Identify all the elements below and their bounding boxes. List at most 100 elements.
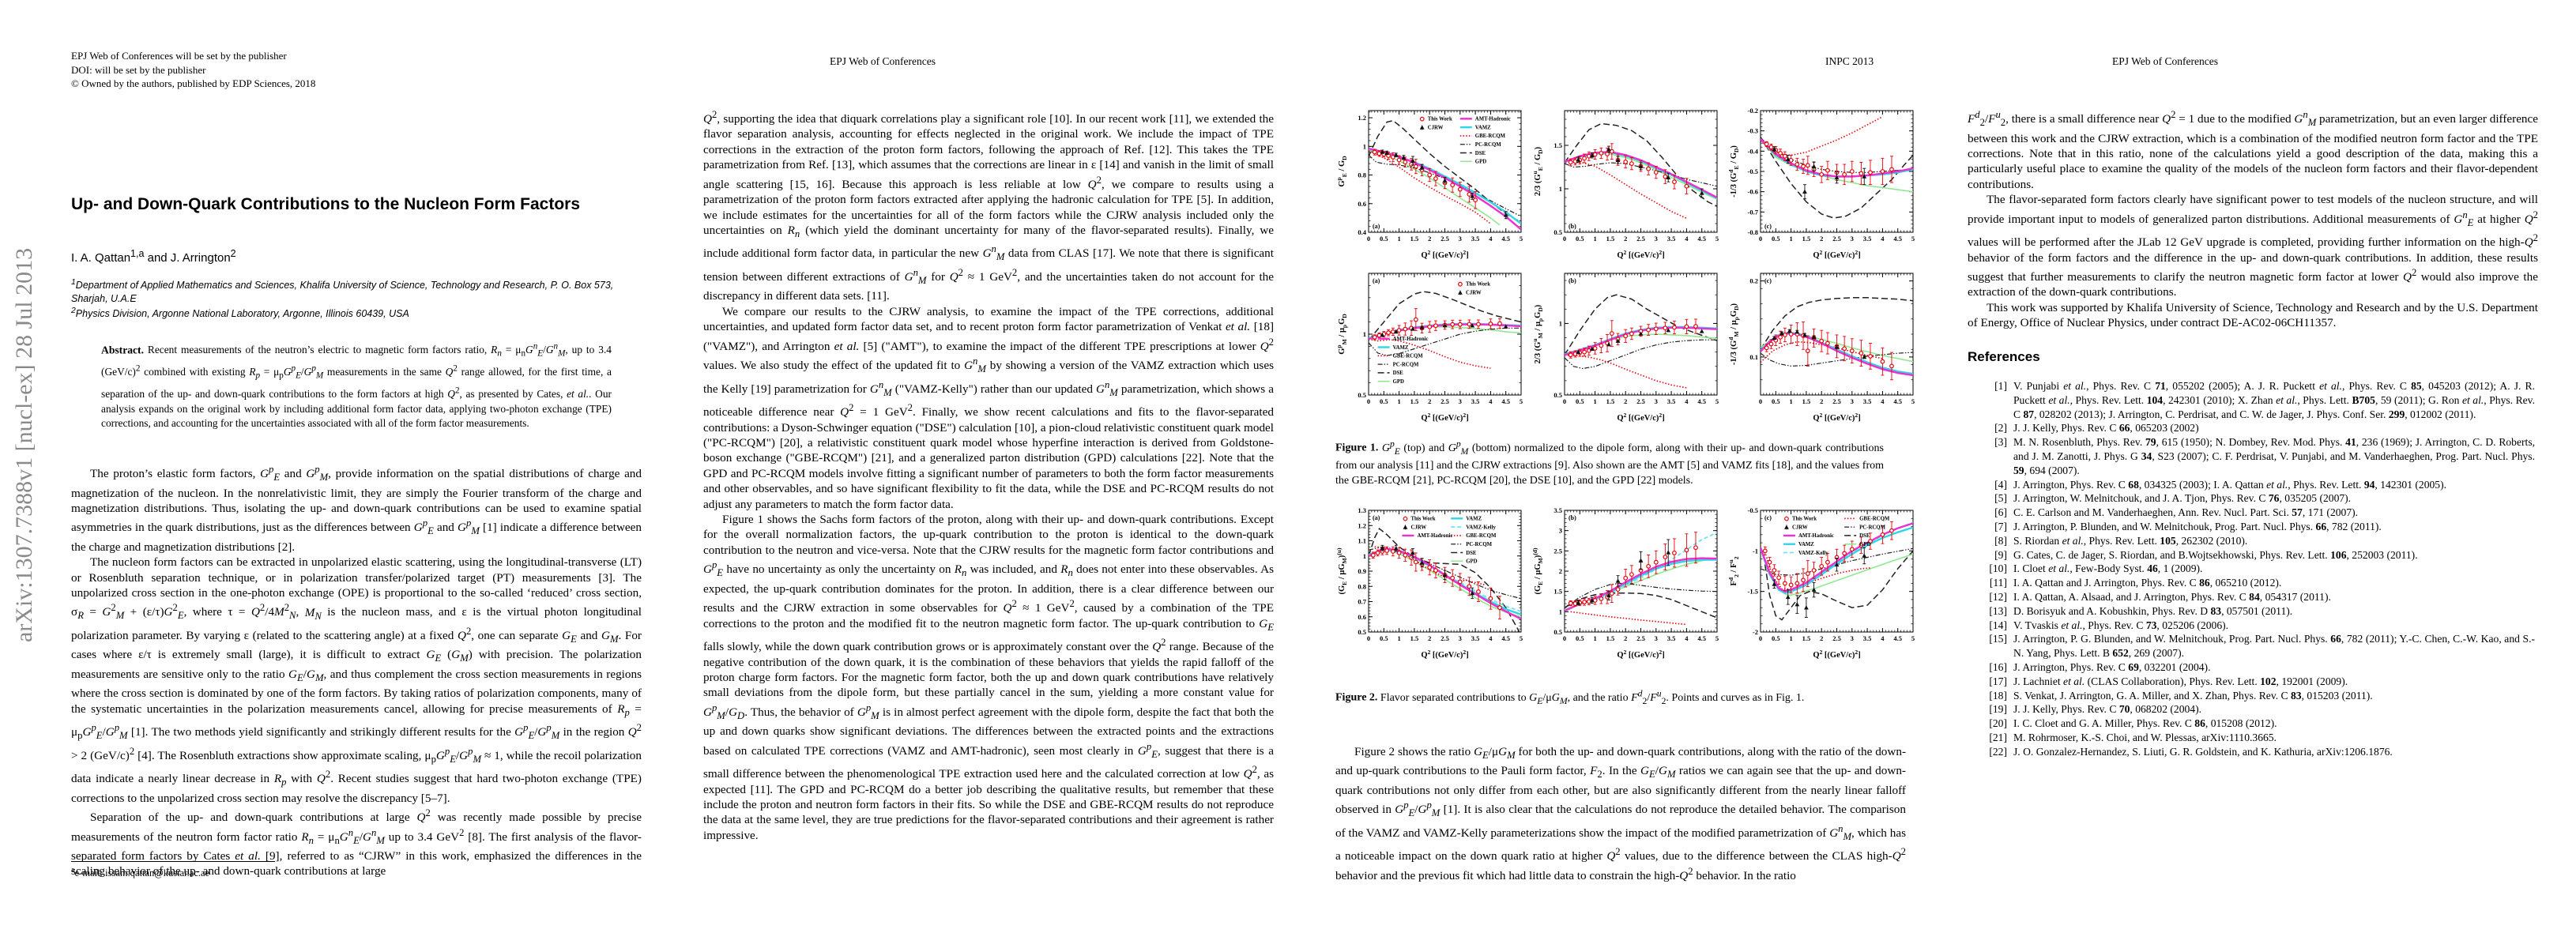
page-2: EPJ Web of Conferences Q2, supporting th… [676, 0, 1308, 948]
svg-text:3.5: 3.5 [1667, 397, 1676, 405]
reference-text: I. A. Qattan and J. Arrington, Phys. Rev… [2013, 577, 2282, 589]
paragraph: The flavor-separated form factors clearl… [1968, 193, 2538, 299]
reference-text: I. Cloet et al., Few-Body Syst. 46, 1 (2… [2013, 562, 2203, 575]
reference-item: [17] J. Lachniet et al. (CLAS Collaborati… [1977, 675, 2535, 689]
svg-text:(b): (b) [1569, 277, 1576, 284]
publisher-line: © Owned by the authors, published by EDP… [71, 77, 316, 89]
figure-1-caption: Figure 1. GpE (top) and GpM (bottom) nor… [1335, 438, 1884, 487]
paragraph: The proton’s elastic form factors, GpE a… [71, 464, 642, 554]
svg-text:3.5: 3.5 [1863, 634, 1872, 642]
paragraph: Q2, supporting the idea that diquark cor… [703, 109, 1275, 303]
svg-text:2.5: 2.5 [1832, 397, 1841, 405]
references-heading: References [1968, 349, 2040, 364]
svg-text:5: 5 [1715, 235, 1719, 243]
svg-text:3: 3 [1459, 397, 1462, 405]
svg-text:0: 0 [1563, 235, 1566, 243]
footnote-rule [71, 861, 275, 862]
references-list: [1] V. Punjabi et al., Phys. Rev. C 71, 0… [1977, 379, 2535, 759]
svg-text:GPD: GPD [1393, 379, 1404, 385]
svg-text:5: 5 [1911, 235, 1915, 243]
svg-text:0.5: 0.5 [1576, 397, 1584, 405]
svg-text:4: 4 [1489, 634, 1493, 642]
svg-text:VAMZ: VAMZ [1393, 345, 1409, 351]
reference-text: J. J. Kelly, Phys. Rev. C 70, 068202 (20… [2013, 703, 2202, 716]
svg-text:3: 3 [1851, 634, 1854, 642]
reference-number: [5] [1994, 492, 2007, 505]
reference-number: [21] [1989, 731, 2007, 743]
svg-text:5: 5 [1520, 235, 1523, 243]
svg-text:2/3 (GuM / μpGD): 2/3 (GuM / μpGD) [1531, 304, 1544, 363]
svg-text:0: 0 [1563, 634, 1566, 642]
svg-text:3: 3 [1559, 527, 1562, 535]
svg-text:(c): (c) [1764, 277, 1772, 284]
svg-text:(GE / μGM)(d): (GE / μGM)(d) [1531, 547, 1544, 594]
svg-text:1.5: 1.5 [1554, 141, 1562, 149]
svg-text:2.5: 2.5 [1832, 634, 1841, 642]
svg-text:0.5: 0.5 [1380, 397, 1388, 405]
svg-text:0.5: 0.5 [1772, 634, 1780, 642]
running-head: EPJ Web of Conferences [830, 55, 936, 67]
plot-panel-b: 0 0.5 1 1.5 2 2.5 3 3.5 4 4.5 50.512/3 (GuM / μpGD… [1531, 273, 1719, 423]
svg-text:0: 0 [1759, 235, 1762, 243]
plot-panel-c: 0 0.5 1 1.5 2 2.5 3 3.5 4 4.5 5 -0.5 -1 -1.5 -2 Fd2 / F… [1727, 506, 1915, 660]
figure-2-caption: Figure 2. Flavor separated contributions… [1335, 688, 1805, 706]
reference-item: [15] J. Arrington, P. G. Blunden, and W. … [1977, 632, 2535, 660]
publisher-header: EPJ Web of Conferences will be set by th… [71, 49, 315, 91]
svg-text:2: 2 [1624, 397, 1627, 405]
svg-text:3.5: 3.5 [1471, 397, 1480, 405]
svg-text:2.5: 2.5 [1441, 397, 1449, 405]
svg-text:0: 0 [1367, 397, 1370, 405]
reference-text: J. Arrington, Phys. Rev. C 68, 034325 (2… [2013, 478, 2447, 491]
svg-text:PC-RCQM: PC-RCQM [1466, 542, 1492, 547]
reference-item: [11] I. A. Qattan and J. Arrington, Phys.… [1977, 576, 2535, 590]
svg-text:-0.2: -0.2 [1748, 107, 1758, 115]
reference-item: [21] M. Rohrmoser, K.-S. Choi, and W. Ple… [1977, 731, 2535, 745]
svg-text:4: 4 [1881, 235, 1885, 243]
paragraph: The nucleon form factors can be extracte… [71, 555, 642, 805]
abstract: Abstract. Recent measurements of the neu… [101, 340, 612, 431]
paper-title: Up- and Down-Quark Contributions to the … [71, 195, 580, 213]
svg-text:1: 1 [1363, 142, 1366, 150]
svg-text:1.2: 1.2 [1358, 521, 1366, 529]
paragraph: Figure 2 shows the ratio GE/μGM for both… [1335, 745, 1907, 882]
reference-text: G. Cates, C. de Jager, S. Riordan, and B… [2013, 548, 2418, 561]
reference-item: [12] I. A. Qattan, A. Alsaad, and J. Arri… [1977, 590, 2535, 604]
figure-2-label: Figure 2. [1335, 691, 1378, 704]
figure-2: 0 0.5 1 1.5 2 2.5 3 3.5 4 4.5 5 0.5 0.6 0.7 0.8 0.9 1 1.1… [1335, 506, 1917, 668]
svg-text:4.5: 4.5 [1893, 634, 1902, 642]
svg-text:2: 2 [1820, 235, 1823, 243]
svg-text:(a): (a) [1373, 277, 1380, 284]
svg-text:CJRW: CJRW [1792, 525, 1808, 530]
svg-text:1.5: 1.5 [1802, 397, 1811, 405]
reference-item: [6] C. E. Carlson and M. Vanderhaeghen, A… [1977, 506, 2535, 520]
plot-panel-a: 0 0.5 1 1.5 2 2.5 3 3.5 4 4.5 50.50.60.70.80.911.1… [1335, 506, 1523, 660]
svg-text:2.5: 2.5 [1636, 235, 1645, 243]
reference-item: [14] V. Tvaskis et al., Phys. Rev. C 73, … [1977, 619, 2535, 633]
svg-text:0.8: 0.8 [1358, 171, 1366, 179]
reference-text: M. N. Rosenbluth, Phys. Rev. 79, 615 (19… [2013, 436, 2536, 476]
authors: I. A. Qattan1,a and J. Arrington2 [71, 248, 236, 265]
svg-text:-0.8: -0.8 [1748, 228, 1758, 236]
svg-text:Q2 [(GeV/c)2]: Q2 [(GeV/c)2] [1813, 249, 1860, 260]
svg-text:0.5: 0.5 [1554, 628, 1562, 636]
svg-text:5: 5 [1520, 397, 1523, 405]
reference-item: [9] G. Cates, C. de Jager, S. Riordan, an… [1977, 548, 2535, 562]
svg-text:GPD: GPD [1466, 559, 1477, 565]
svg-text:(c): (c) [1764, 514, 1772, 521]
svg-text:-1.5: -1.5 [1748, 588, 1758, 596]
running-head: INPC 2013 [1825, 55, 1874, 67]
svg-text:(b): (b) [1569, 514, 1576, 521]
svg-text:5: 5 [1715, 634, 1719, 642]
svg-text:3.5: 3.5 [1471, 634, 1480, 642]
page1-body: The proton’s elastic form factors, GpE a… [71, 462, 642, 879]
page4-body: Fd2/Fu2, there is a small difference nea… [1968, 107, 2538, 331]
reference-number: [7] [1994, 520, 2007, 532]
svg-text:0: 0 [1759, 634, 1762, 642]
svg-text:2.5: 2.5 [1636, 634, 1645, 642]
svg-text:0.5: 0.5 [1772, 235, 1780, 243]
svg-text:1.3: 1.3 [1358, 506, 1366, 514]
reference-number: [3] [1994, 436, 2007, 449]
svg-text:Fd2 / Fu2: Fd2 / Fu2 [1727, 556, 1740, 585]
svg-text:-0.5: -0.5 [1748, 506, 1758, 514]
svg-text:CJRW: CJRW [1410, 525, 1426, 530]
